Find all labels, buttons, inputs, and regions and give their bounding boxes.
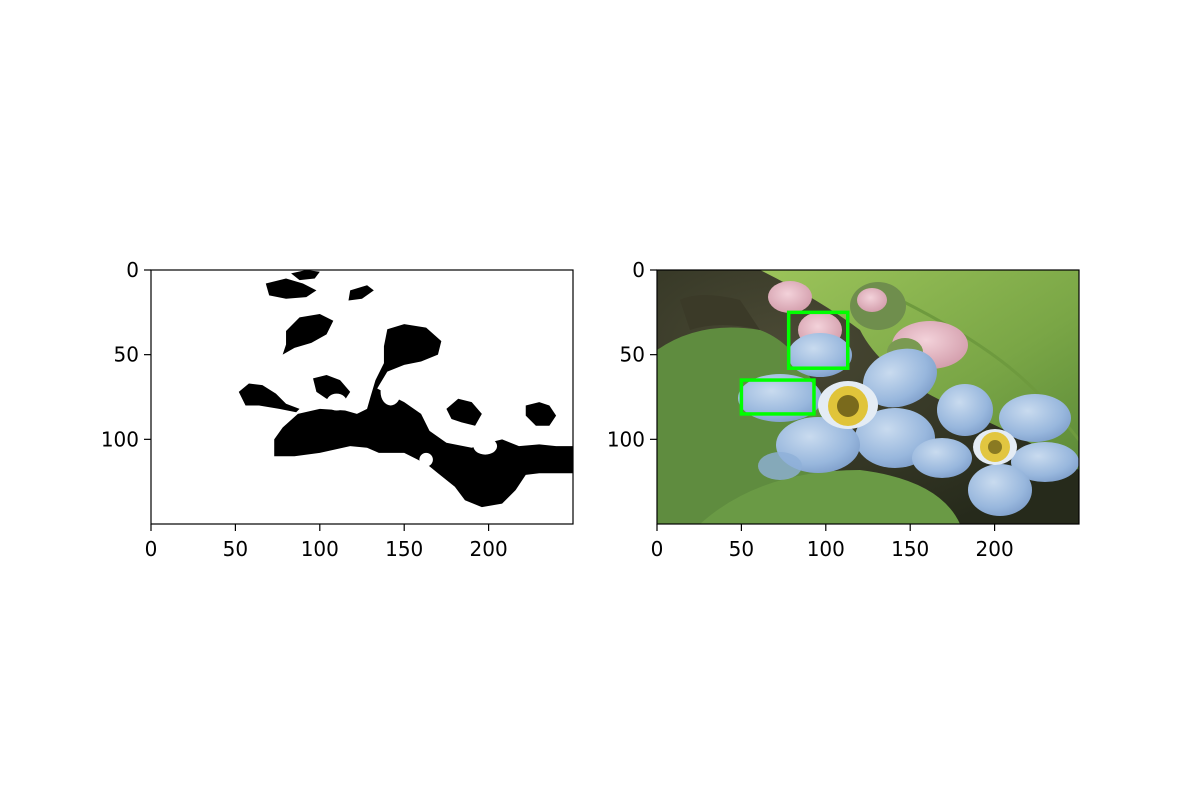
hole-lower (419, 452, 433, 467)
petal2-lower-right (1011, 442, 1079, 482)
mask-xtick-label-0: 0 (145, 537, 158, 561)
photo-xtick-label-150: 150 (891, 537, 929, 561)
leaf-bottom (700, 470, 960, 524)
blob-main (274, 324, 573, 508)
mask-axes: 0 50 100 150 200 0 50 100 (101, 258, 508, 561)
photo-xtick-label-100: 100 (807, 537, 845, 561)
mask-panel: 0 50 100 150 200 0 50 100 (101, 258, 574, 561)
blob-left-mid (238, 383, 300, 413)
petal-top (788, 333, 852, 377)
flower-main (738, 333, 937, 473)
photo-xtick-label-0: 0 (651, 537, 664, 561)
photo-ytick-label-50: 50 (620, 343, 645, 367)
detection-boxes (739, 310, 850, 416)
bud-1 (768, 281, 812, 313)
mask-layer (238, 270, 573, 508)
petal-partial (758, 452, 802, 480)
mask-xtick-label-200: 200 (470, 537, 508, 561)
petal2-right (999, 394, 1071, 442)
hole-left (326, 393, 347, 411)
mask-ytick-label-0: 0 (126, 258, 139, 282)
photo-panel: 0 50 100 150 200 0 50 100 (607, 258, 1080, 561)
petal-left (738, 374, 822, 422)
petal2-top (937, 384, 993, 436)
blob-left-upper (282, 314, 334, 355)
mask-ytick-label-100: 100 (101, 427, 139, 451)
blob-top-small (291, 270, 320, 281)
mask-ytick-label-50: 50 (114, 343, 139, 367)
blob-right-bump (446, 398, 482, 426)
bud-2 (857, 288, 887, 312)
flower-photo (657, 270, 1079, 524)
hole-center (380, 378, 401, 406)
photo-frame (656, 269, 1080, 525)
blob-right-hook (525, 402, 557, 426)
mask-xtick-label-100: 100 (301, 537, 339, 561)
mask-xtick-label-150: 150 (385, 537, 423, 561)
photo-ytick-label-0: 0 (632, 258, 645, 282)
petal2-bottom (968, 464, 1032, 516)
photo-xtick-label-200: 200 (976, 537, 1014, 561)
flower2-center-inner (988, 440, 1002, 454)
mask-xtick-label-50: 50 (223, 537, 248, 561)
blob-top-mid (348, 285, 374, 301)
photo-axes: 0 50 100 150 200 0 50 100 (607, 258, 1014, 561)
petal2-left (912, 438, 972, 478)
detection-box-2 (739, 378, 816, 416)
photo-ytick-label-100: 100 (607, 427, 645, 451)
shadow-upper (680, 295, 760, 330)
flower-second (912, 384, 1079, 516)
hole-right (473, 437, 498, 455)
mask-frame (150, 269, 574, 525)
photo-xtick-label-50: 50 (729, 537, 754, 561)
flower-center-inner (837, 395, 859, 417)
blob-top-left (265, 278, 317, 299)
detection-box-1 (786, 310, 850, 370)
petal-right (863, 348, 937, 408)
